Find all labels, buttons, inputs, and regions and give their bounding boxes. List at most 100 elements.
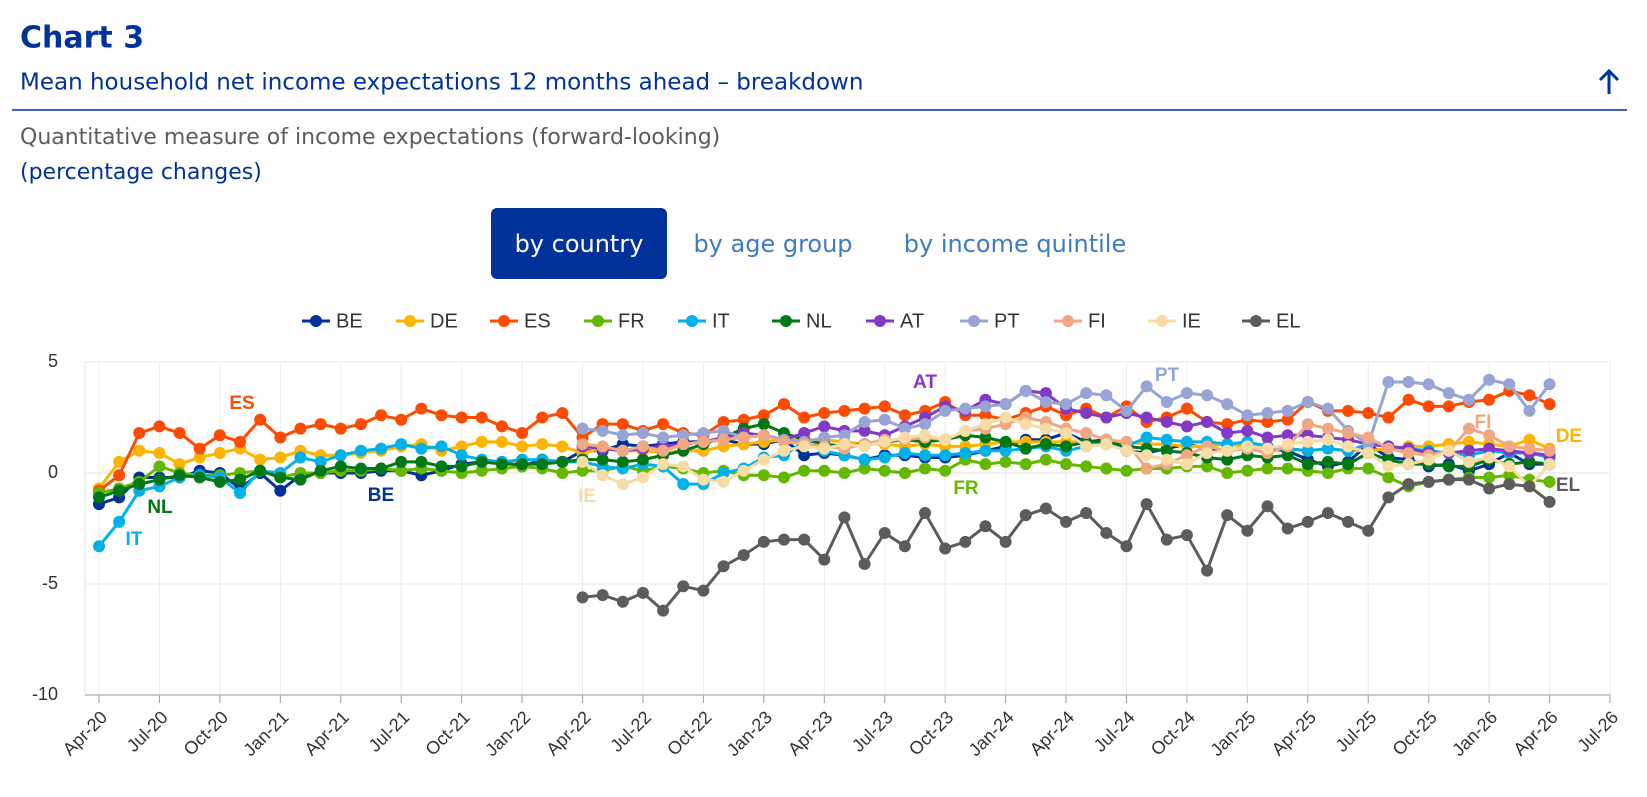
data-point: [1080, 387, 1093, 400]
data-point: [516, 458, 529, 471]
tab[interactable]: by income quintile: [904, 230, 1126, 258]
legend-marker[interactable]: [968, 315, 980, 327]
data-point: [898, 447, 911, 460]
legend-item[interactable]: PT: [960, 310, 1020, 332]
data-point: [777, 471, 790, 484]
legend-label[interactable]: IT: [712, 310, 730, 332]
data-point: [1221, 509, 1234, 522]
data-point: [818, 431, 831, 444]
data-point: [1281, 462, 1294, 475]
legend-marker[interactable]: [780, 315, 792, 327]
legend-item[interactable]: EL: [1242, 310, 1300, 332]
data-point: [1160, 415, 1173, 428]
data-point: [1382, 471, 1395, 484]
x-tick-label: Oct-22: [663, 707, 715, 759]
data-point: [979, 400, 992, 413]
data-point: [1060, 427, 1073, 440]
data-point: [1483, 471, 1496, 484]
data-point: [717, 415, 730, 428]
legend-marker[interactable]: [310, 315, 322, 327]
data-point: [1281, 449, 1294, 462]
data-point: [737, 464, 750, 477]
legend-item[interactable]: AT: [866, 310, 924, 332]
data-point: [979, 409, 992, 422]
legend-marker[interactable]: [686, 315, 698, 327]
legend-item[interactable]: IT: [678, 310, 730, 332]
data-point: [1483, 429, 1496, 442]
data-point: [677, 580, 690, 593]
data-point: [1180, 420, 1193, 433]
data-point: [274, 431, 287, 444]
data-point: [375, 462, 388, 475]
legend-label[interactable]: NL: [806, 310, 832, 332]
data-point: [657, 458, 670, 471]
data-point: [959, 402, 972, 415]
data-point: [818, 407, 831, 420]
collapse-arrow[interactable]: [1598, 68, 1620, 94]
legend-label[interactable]: FI: [1088, 310, 1106, 332]
x-tick-label: Jan-26: [1448, 707, 1501, 760]
data-point: [1523, 433, 1536, 446]
data-point: [858, 453, 871, 466]
legend-label[interactable]: ES: [524, 310, 551, 332]
data-point: [1180, 529, 1193, 542]
data-point: [1221, 453, 1234, 466]
data-point: [777, 435, 790, 448]
data-point: [455, 460, 468, 473]
data-point: [1080, 427, 1093, 440]
data-point: [717, 424, 730, 437]
data-point: [455, 440, 468, 453]
data-point: [556, 440, 569, 453]
data-point: [254, 464, 267, 477]
data-point: [1422, 475, 1435, 488]
legend-label[interactable]: DE: [430, 310, 458, 332]
data-point: [254, 413, 267, 426]
data-point: [1060, 515, 1073, 528]
data-point: [636, 453, 649, 466]
data-point: [1301, 515, 1314, 528]
legend-item[interactable]: BE: [302, 310, 363, 332]
data-point: [919, 506, 932, 519]
data-point: [878, 413, 891, 426]
tab[interactable]: by country: [515, 230, 644, 258]
legend-label[interactable]: BE: [336, 310, 363, 332]
legend-item[interactable]: IE: [1148, 310, 1201, 332]
legend-marker[interactable]: [404, 315, 416, 327]
data-point: [1281, 413, 1294, 426]
legend-item[interactable]: DE: [396, 310, 458, 332]
legend-marker[interactable]: [498, 315, 510, 327]
legend-item[interactable]: FI: [1054, 310, 1106, 332]
data-point: [959, 447, 972, 460]
data-point: [294, 451, 307, 464]
data-point: [636, 427, 649, 440]
data-point: [979, 444, 992, 457]
legend-label[interactable]: AT: [900, 310, 924, 332]
legend-marker[interactable]: [1062, 315, 1074, 327]
legend-label[interactable]: FR: [618, 310, 645, 332]
data-point: [878, 464, 891, 477]
tab-selected-bg[interactable]: [491, 208, 667, 279]
legend-label[interactable]: IE: [1182, 310, 1201, 332]
data-point: [193, 471, 206, 484]
series-label: ES: [229, 393, 254, 414]
data-point: [354, 418, 367, 431]
legend-item[interactable]: FR: [584, 310, 645, 332]
legend-label[interactable]: EL: [1276, 310, 1300, 332]
data-point: [495, 420, 508, 433]
data-point: [1080, 506, 1093, 519]
data-point: [153, 420, 166, 433]
legend-marker[interactable]: [1250, 315, 1262, 327]
legend-item[interactable]: NL: [772, 310, 832, 332]
legend-marker[interactable]: [874, 315, 886, 327]
tab[interactable]: by age group: [693, 230, 852, 258]
legend-marker[interactable]: [1156, 315, 1168, 327]
data-point: [415, 402, 428, 415]
legend-marker[interactable]: [592, 315, 604, 327]
data-point: [254, 453, 267, 466]
data-point: [1201, 415, 1214, 428]
x-tick-label: Jul-22: [606, 707, 655, 756]
data-point: [1039, 387, 1052, 400]
legend-label[interactable]: PT: [994, 310, 1020, 332]
data-point: [1503, 440, 1516, 453]
legend-item[interactable]: ES: [490, 310, 551, 332]
